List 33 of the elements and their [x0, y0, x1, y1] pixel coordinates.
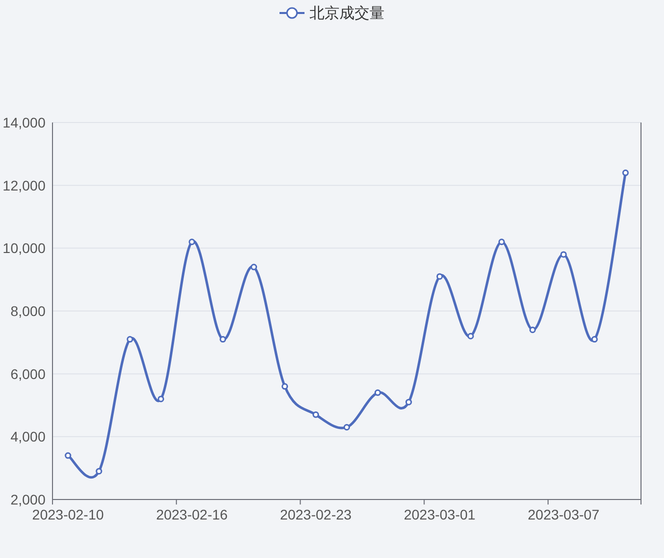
point — [436, 273, 443, 280]
y-tick-label: 8,000 — [10, 303, 46, 319]
point — [188, 238, 196, 246]
y-tick-label: 6,000 — [10, 366, 46, 382]
point — [498, 238, 505, 246]
x-tick-label: 2023-02-10 — [32, 506, 104, 522]
point — [220, 336, 226, 343]
y-tick-label: 4,000 — [10, 428, 46, 445]
point — [312, 411, 320, 418]
point — [374, 389, 381, 396]
point — [282, 383, 288, 390]
x-tick-label: 2023-02-23 — [280, 506, 352, 522]
x-tick-label: 2023-02-16 — [156, 506, 228, 522]
point — [560, 251, 567, 258]
x-tick-label: 2023-03-01 — [404, 506, 476, 522]
point — [344, 424, 350, 430]
y-tick-label: 2,000 — [10, 492, 46, 508]
point — [96, 468, 102, 474]
y-tick-label: 14,000 — [2, 114, 46, 130]
point — [126, 336, 134, 343]
legend: 北京成交量 — [280, 5, 384, 22]
y-tick-label: 12,000 — [2, 177, 46, 194]
y-tick-label: 10,000 — [2, 240, 46, 256]
point — [467, 332, 474, 340]
point — [591, 336, 598, 343]
legend-label: 北京成交量 — [310, 5, 384, 22]
point — [405, 398, 412, 406]
point — [250, 264, 258, 270]
x-tick-label: 2023-03-07 — [528, 506, 600, 522]
point — [64, 452, 72, 459]
point — [158, 396, 164, 402]
point — [622, 170, 629, 176]
point — [529, 326, 536, 334]
